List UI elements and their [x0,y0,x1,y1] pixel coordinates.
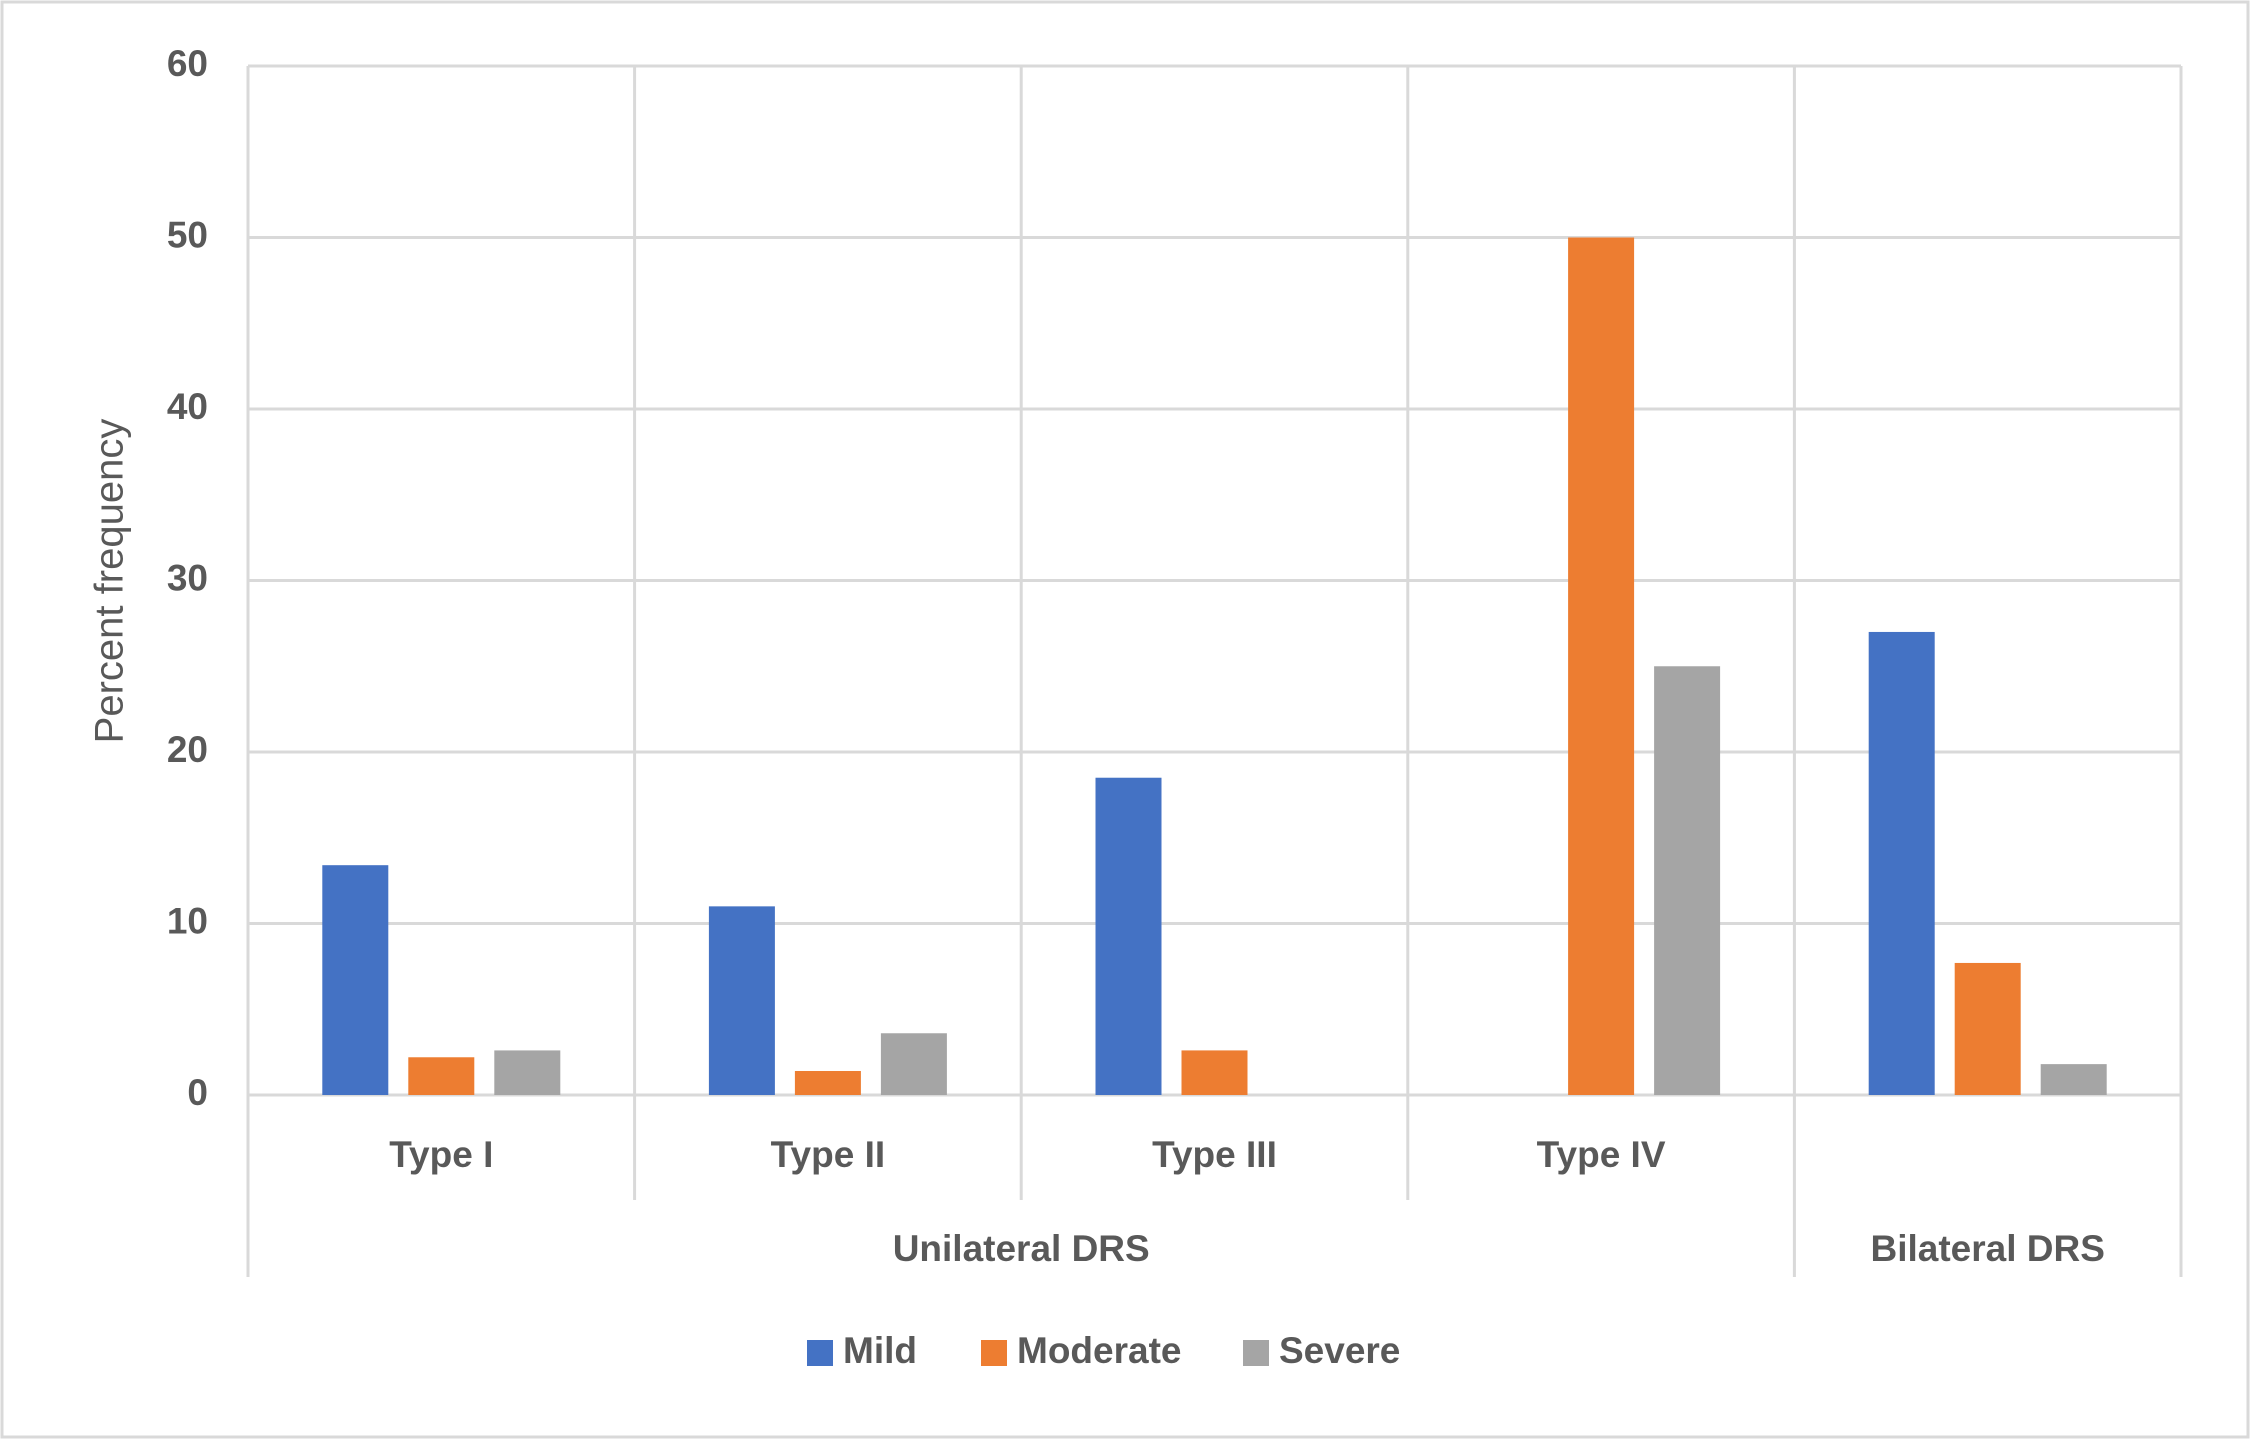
legend-swatch [807,1340,833,1366]
bar [1868,631,1935,1095]
bar [408,1057,475,1095]
bar [1568,237,1635,1095]
x-tick-label: Type II [771,1134,885,1175]
bar [1095,777,1162,1095]
x-tick-label: Type I [389,1134,493,1175]
legend-swatch [1243,1340,1269,1366]
y-tick-label: 30 [167,557,208,598]
bar [708,906,775,1095]
x-tick-label: Type III [1152,1134,1277,1175]
group-label: Bilateral DRS [1870,1228,2104,1269]
bar [1954,962,2021,1095]
bar [1654,666,1721,1095]
group-label: Unilateral DRS [893,1228,1150,1269]
y-tick-label: 40 [167,386,208,427]
y-tick-label: 10 [167,900,208,941]
bar [2040,1064,2107,1095]
y-tick-label: 50 [167,214,208,255]
bar [494,1050,561,1095]
bar [322,865,389,1095]
y-tick-label: 0 [187,1072,208,1113]
legend-label: Mild [843,1330,917,1371]
legend-swatch [981,1340,1007,1366]
bar [880,1033,947,1095]
bar [794,1070,861,1095]
legend-label: Moderate [1017,1330,1181,1371]
legend-label: Severe [1279,1330,1400,1371]
bar [1181,1050,1248,1095]
x-tick-label: Type IV [1537,1134,1666,1175]
y-tick-label: 20 [167,729,208,770]
y-tick-label: 60 [167,43,208,84]
y-axis-title: Percent frequency [88,419,132,744]
